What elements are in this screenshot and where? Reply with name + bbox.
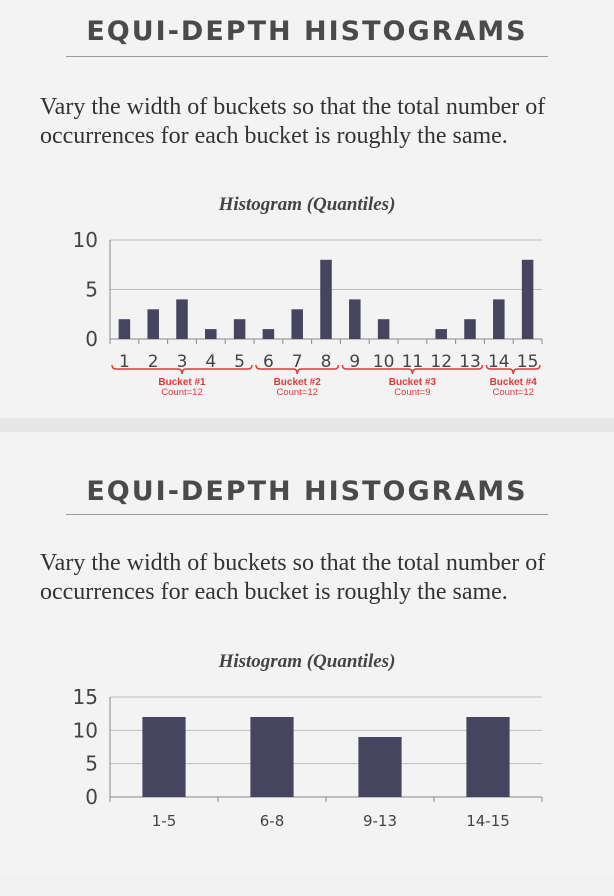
histogram-bar xyxy=(349,299,361,339)
next-slide-edge xyxy=(0,878,614,896)
x-tick-label: 1-5 xyxy=(152,812,177,830)
x-tick-label: 12 xyxy=(430,352,452,372)
y-tick-label: 0 xyxy=(85,785,98,809)
histogram-bar xyxy=(358,737,402,797)
bucket-label: Bucket #3 xyxy=(389,377,437,388)
x-tick-label: 2 xyxy=(148,352,159,372)
bucket-brace xyxy=(485,364,541,375)
title-rule xyxy=(66,514,548,515)
x-tick-label: 14 xyxy=(488,352,510,372)
y-tick-label: 0 xyxy=(85,327,98,351)
histogram-bar xyxy=(291,309,303,339)
histogram-bar xyxy=(435,329,447,339)
y-tick-label: 10 xyxy=(73,718,98,742)
chart-title: Histogram (Quantiles) xyxy=(218,194,396,215)
bucket-brace xyxy=(341,364,484,375)
slide-title: EQUI-DEPTH HISTOGRAMS xyxy=(86,16,528,47)
slide-body-text: Vary the width of buckets so that the to… xyxy=(40,94,546,149)
x-tick-label: 6-8 xyxy=(260,812,285,830)
histogram-bar xyxy=(377,319,390,339)
histogram-bar xyxy=(176,299,188,339)
bucket-brace xyxy=(111,364,253,375)
x-tick-label: 9-13 xyxy=(363,812,397,830)
bucket-count: Count=12 xyxy=(161,387,202,398)
slide-2: EQUI-DEPTH HISTOGRAMS Vary the width of … xyxy=(0,432,614,878)
histogram-bar xyxy=(464,319,476,339)
slide-1: EQUI-DEPTH HISTOGRAMS Vary the width of … xyxy=(0,0,614,418)
y-tick-label: 15 xyxy=(73,685,98,709)
histogram-bar xyxy=(205,329,217,339)
chart-title: Histogram (Quantiles) xyxy=(218,651,396,672)
x-tick-label: 14-15 xyxy=(466,812,510,830)
x-tick-label: 11 xyxy=(402,352,424,372)
bucket-count: Count=12 xyxy=(492,387,533,398)
bucket-label: Bucket #4 xyxy=(490,377,538,388)
bucket-count: Count=9 xyxy=(394,387,430,398)
x-tick-label: 6 xyxy=(263,352,274,372)
histogram-bar xyxy=(493,299,505,339)
x-tick-label: 8 xyxy=(321,352,332,372)
histogram-bar xyxy=(521,259,534,339)
histogram-bar xyxy=(142,717,186,797)
title-rule xyxy=(66,56,548,57)
x-tick-label: 9 xyxy=(349,352,360,372)
histogram-bar xyxy=(233,319,246,339)
histogram-bar xyxy=(262,329,275,339)
histogram-bar xyxy=(466,717,510,797)
x-tick-label: 15 xyxy=(517,352,539,372)
x-tick-label: 10 xyxy=(373,352,395,372)
x-tick-label: 5 xyxy=(234,352,245,372)
y-tick-label: 5 xyxy=(85,278,98,302)
y-tick-label: 5 xyxy=(85,752,98,776)
bucket-label: Bucket #1 xyxy=(158,377,206,388)
slide-body-text: Vary the width of buckets so that the to… xyxy=(40,550,546,605)
y-tick-label: 10 xyxy=(73,228,98,252)
x-tick-label: 3 xyxy=(177,352,188,372)
histogram-chart-2: 0 5 10 15 1-5 6-8 9-13 14-15 xyxy=(73,685,543,830)
x-tick-label: 4 xyxy=(205,352,216,372)
histogram-bar xyxy=(250,717,294,797)
histogram-bar xyxy=(147,309,159,339)
histogram-bar xyxy=(118,319,131,339)
x-tick-label: 1 xyxy=(119,352,130,372)
x-tick-label: 7 xyxy=(292,352,303,372)
x-tick-label: 13 xyxy=(459,352,481,372)
bucket-label: Bucket #2 xyxy=(274,377,322,388)
slide-title: EQUI-DEPTH HISTOGRAMS xyxy=(86,476,528,507)
histogram-bar xyxy=(320,259,332,339)
bucket-brace xyxy=(255,364,340,375)
bucket-count: Count=12 xyxy=(276,387,317,398)
